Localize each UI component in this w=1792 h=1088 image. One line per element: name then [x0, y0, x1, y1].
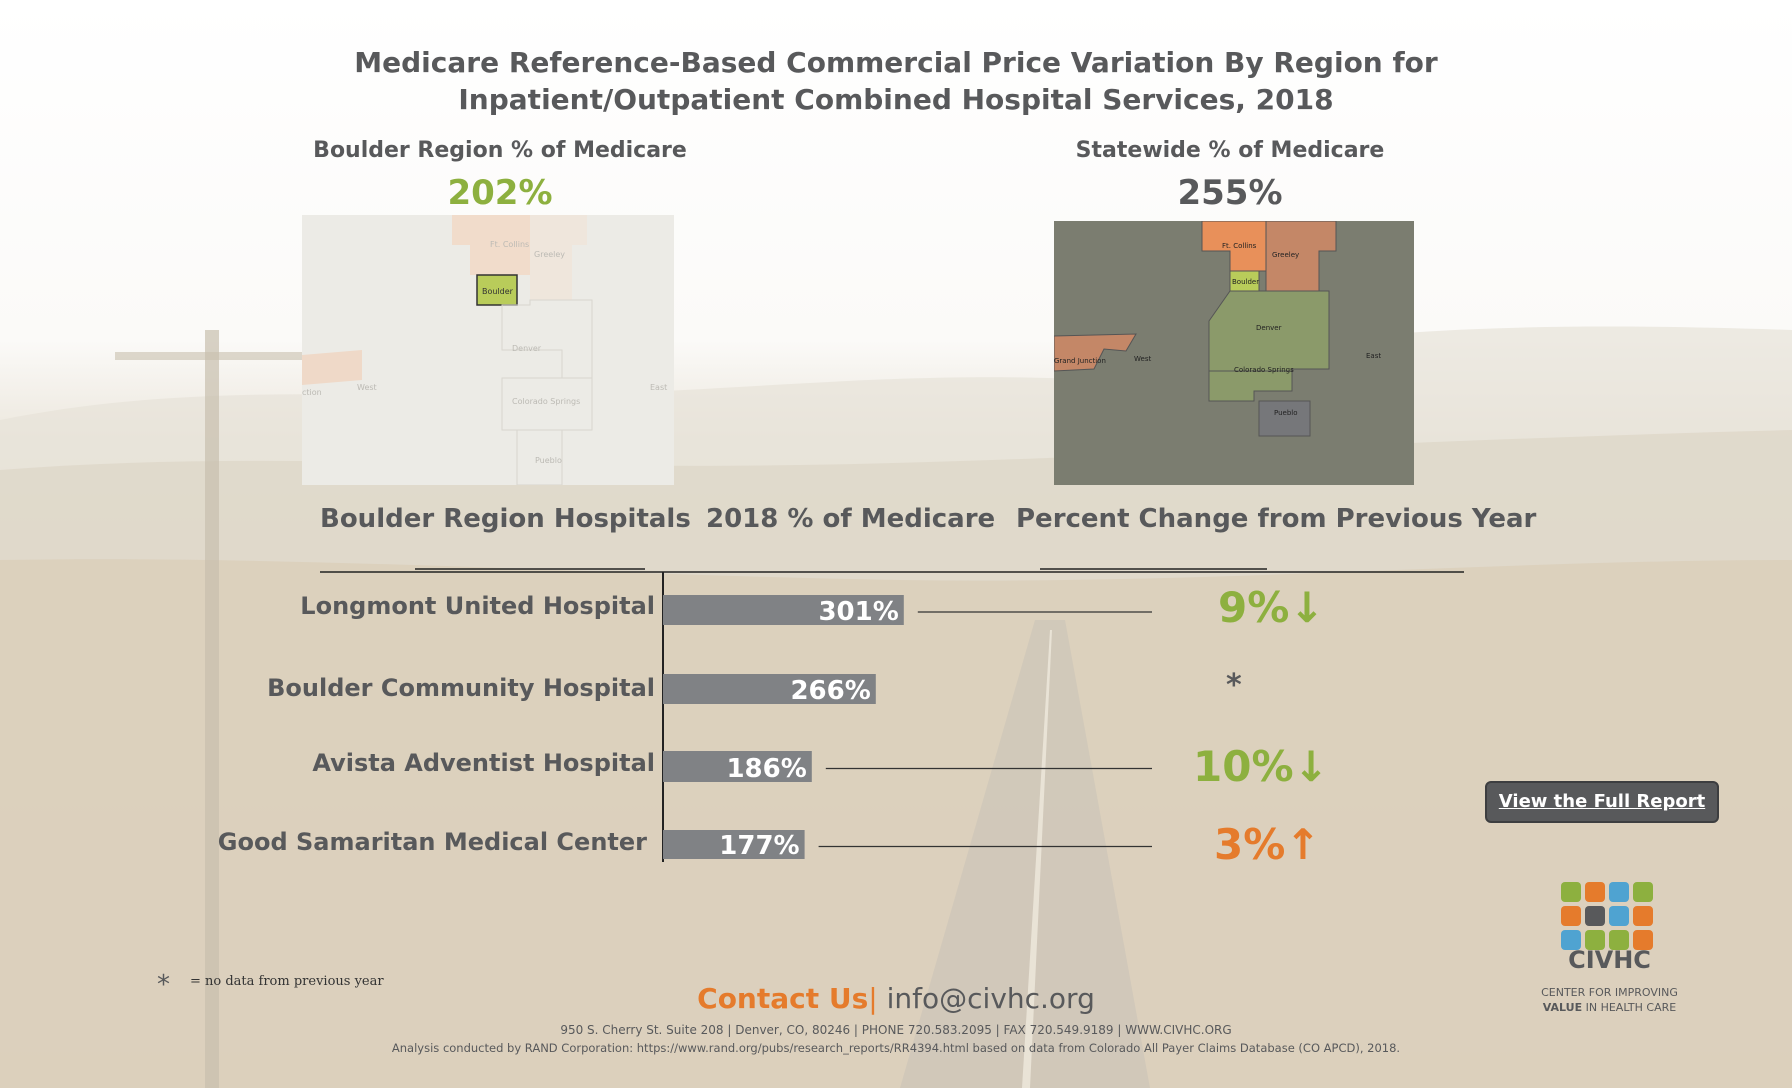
- logo-tagline-rest: IN HEALTH CARE: [1582, 1001, 1677, 1014]
- contact-email-link[interactable]: info@civhc.org: [886, 982, 1095, 1015]
- map-label-ft-collins: Ft. Collins: [490, 240, 529, 249]
- logo-tile: [1585, 906, 1605, 926]
- logo-tagline-2: VALUE IN HEALTH CARE: [1512, 1001, 1707, 1014]
- logo-tagline-value: VALUE: [1542, 1001, 1583, 1014]
- logo-tile: [1585, 882, 1605, 902]
- map-label-colorado-springs: Colorado Springs: [512, 397, 580, 406]
- col-header-hospitals: Boulder Region Hospitals: [320, 504, 691, 534]
- title-line-2: Inpatient/Outpatient Combined Hospital S…: [458, 83, 1334, 116]
- ft-collins-region: [452, 215, 530, 275]
- pueblo-region: [1258, 400, 1311, 437]
- col-header-medicare: 2018 % of Medicare: [706, 504, 996, 534]
- logo-tile: [1561, 882, 1581, 902]
- logo-tile: [1609, 906, 1629, 926]
- map-label-pueblo: Pueblo: [1274, 409, 1298, 417]
- bar: [663, 674, 876, 704]
- map-label-west: West: [1134, 355, 1151, 363]
- change-value: 9%: [1218, 583, 1290, 632]
- map-label-boulder: Boulder: [482, 287, 514, 296]
- grand-junction-region: [302, 350, 362, 385]
- view-full-report-button[interactable]: View the Full Report: [1485, 781, 1719, 823]
- boulder-region-map: Ft. Collins Greeley Boulder Denver West …: [302, 215, 674, 485]
- bar-value-label: 186%: [726, 754, 806, 784]
- statewide-map: Ft. Collins Greeley Boulder Denver Color…: [1054, 221, 1414, 485]
- contact-separator: |: [868, 982, 878, 1015]
- title-line-1: Medicare Reference-Based Commercial Pric…: [354, 46, 1438, 79]
- hospital-label-good-samaritan: Good Samaritan Medical Center: [217, 828, 647, 856]
- bar-value-label: 266%: [790, 676, 870, 706]
- map-label-ft-collins: Ft. Collins: [1222, 242, 1257, 250]
- statewide-label: Statewide % of Medicare: [1075, 138, 1385, 163]
- statewide-value: 255%: [1177, 173, 1283, 213]
- chart-title: Medicare Reference-Based Commercial Pric…: [0, 44, 1792, 118]
- logo-tile: [1633, 906, 1653, 926]
- hospital-label-avista: Avista Adventist Hospital: [312, 749, 655, 777]
- logo-tile: [1561, 906, 1581, 926]
- logo-tile: [1561, 930, 1581, 950]
- map-label-boulder: Boulder: [1232, 278, 1259, 286]
- grand-junction-region: [1054, 333, 1137, 372]
- bar: [663, 595, 904, 625]
- map-label-denver: Denver: [512, 344, 542, 353]
- change-good-samaritan: 3%↑: [1214, 820, 1321, 869]
- contact-line: Contact Us| info@civhc.org: [0, 982, 1792, 1015]
- logo-tagline-1: CENTER FOR IMPROVING: [1541, 986, 1678, 999]
- civhc-logo-icon: [1561, 882, 1653, 950]
- bar: [663, 830, 805, 859]
- logo-tile: [1609, 882, 1629, 902]
- logo-tile: [1585, 930, 1605, 950]
- map-label-grand-junction: Grand Junction: [1054, 357, 1106, 365]
- logo-name: CIVHC: [1568, 946, 1651, 974]
- change-longmont: 9%↓: [1218, 583, 1325, 632]
- map-label-east: East: [1366, 352, 1381, 360]
- arrow-up-icon: ↑: [1285, 820, 1321, 869]
- change-value: 3%: [1214, 820, 1286, 869]
- map-label-denver: Denver: [1256, 324, 1282, 332]
- footnote-text: = no data from previous year: [190, 974, 384, 989]
- bar-value-label: 301%: [818, 597, 898, 627]
- arrow-down-icon: ↓: [1293, 742, 1329, 791]
- footnote-asterisk: *: [157, 970, 170, 1000]
- map-label-greeley: Greeley: [534, 250, 565, 259]
- change-boulder-community: *: [1226, 668, 1242, 703]
- bar-value-label: 177%: [719, 831, 799, 861]
- map-label-pueblo: Pueblo: [535, 456, 562, 465]
- logo-tile: [1609, 930, 1629, 950]
- region-label: Boulder Region % of Medicare: [313, 138, 687, 163]
- change-avista: 10%↓: [1193, 742, 1329, 791]
- region-value: 202%: [447, 173, 553, 213]
- hospital-label-longmont: Longmont United Hospital: [300, 592, 655, 620]
- address-line: 950 S. Cherry St. Suite 208 | Denver, CO…: [560, 1023, 1232, 1037]
- greeley-region: [530, 215, 587, 300]
- hospital-label-boulder-community: Boulder Community Hospital: [267, 674, 655, 702]
- map-label-colorado-springs: Colorado Springs: [1234, 366, 1294, 374]
- map-label-greeley: Greeley: [1272, 251, 1299, 259]
- logo-tile: [1633, 930, 1653, 950]
- contact-label: Contact Us: [697, 982, 869, 1015]
- map-label-grand-junction-fragment: ction: [302, 388, 322, 397]
- arrow-down-icon: ↓: [1289, 583, 1325, 632]
- bar: [663, 751, 812, 782]
- col-header-change: Percent Change from Previous Year: [1016, 504, 1537, 534]
- map-label-west: West: [357, 383, 377, 392]
- logo-tile: [1633, 882, 1653, 902]
- change-value: 10%: [1193, 742, 1294, 791]
- analysis-note: Analysis conducted by RAND Corporation: …: [391, 1041, 1401, 1055]
- colorado-springs-region: [1208, 370, 1293, 402]
- map-label-east: East: [650, 383, 667, 392]
